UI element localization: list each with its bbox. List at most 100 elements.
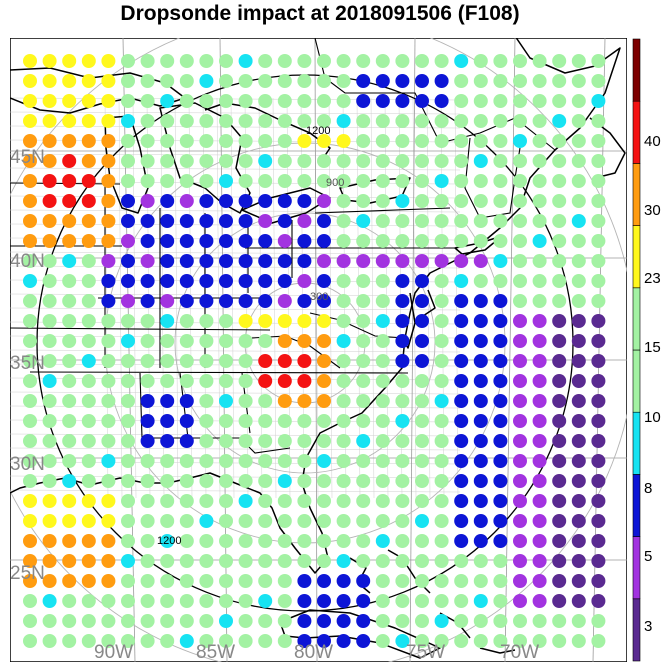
impact-dot <box>375 74 390 88</box>
colorbar-swatch <box>632 163 641 226</box>
impact-dot <box>101 614 116 628</box>
impact-dot <box>140 334 155 348</box>
impact-dot <box>493 214 508 228</box>
impact-dot <box>160 514 175 528</box>
impact-dot <box>513 314 527 328</box>
impact-dot <box>571 234 586 248</box>
impact-dot <box>434 314 449 328</box>
impact-dot <box>238 174 253 188</box>
impact-dot <box>121 294 135 308</box>
impact-dot <box>493 54 508 68</box>
impact-dot <box>23 514 37 528</box>
impact-dot <box>356 254 371 268</box>
impact-dot <box>434 294 449 308</box>
impact-dot <box>62 354 77 368</box>
impact-dot <box>473 94 488 108</box>
impact-dot <box>317 94 331 108</box>
impact-dot <box>434 634 449 648</box>
impact-dot <box>238 634 253 648</box>
impact-dot <box>160 174 175 188</box>
impact-dot <box>336 534 351 548</box>
impact-dot <box>101 374 116 388</box>
impact-dot <box>532 194 547 208</box>
impact-dot <box>238 534 253 548</box>
impact-dot <box>532 54 547 68</box>
impact-dot <box>317 154 331 168</box>
impact-dot <box>121 314 135 328</box>
impact-dot <box>238 74 253 88</box>
impact-dot <box>238 334 253 348</box>
impact-dot <box>571 594 586 608</box>
impact-dot <box>356 554 371 568</box>
impact-dot <box>356 434 371 448</box>
impact-dot <box>62 94 77 108</box>
impact-dot <box>415 414 429 428</box>
impact-dot <box>473 534 488 548</box>
impact-dot <box>513 234 527 248</box>
impact-dot <box>454 334 469 348</box>
impact-dot <box>199 234 214 248</box>
impact-dot <box>395 354 410 368</box>
impact-dot <box>160 634 175 648</box>
impact-dot <box>219 374 233 388</box>
impact-dot <box>179 554 194 568</box>
impact-dot <box>552 594 567 608</box>
impact-dot <box>532 534 547 548</box>
lat-label-35n: 35N <box>10 353 45 374</box>
impact-dot <box>552 234 567 248</box>
impact-dot <box>356 194 371 208</box>
impact-dot <box>42 314 57 328</box>
impact-dot <box>513 214 527 228</box>
impact-dot <box>454 134 469 148</box>
impact-dot <box>62 294 77 308</box>
impact-dot <box>454 634 469 648</box>
impact-dot <box>552 494 567 508</box>
impact-dot <box>121 494 135 508</box>
impact-dot <box>336 114 351 128</box>
impact-dot <box>81 194 96 208</box>
range-ring-labels: 1200 1200 900 300 <box>157 125 344 547</box>
impact-dot <box>140 294 155 308</box>
impact-dot <box>23 634 37 648</box>
impact-dot <box>277 514 292 528</box>
impact-dot <box>415 274 429 288</box>
impact-dot <box>356 274 371 288</box>
impact-dot <box>552 394 567 408</box>
impact-dot <box>591 214 606 228</box>
impact-dot <box>454 454 469 468</box>
impact-dot <box>395 274 410 288</box>
impact-dot <box>454 374 469 388</box>
impact-dot <box>121 274 135 288</box>
lon-label-80w: 80W <box>294 642 333 662</box>
impact-dot <box>238 134 253 148</box>
impact-dot <box>532 594 547 608</box>
impact-dot <box>219 634 233 648</box>
impact-dot <box>62 114 77 128</box>
impact-dot <box>160 134 175 148</box>
impact-dot <box>532 494 547 508</box>
impact-dot <box>591 114 606 128</box>
impact-dot <box>179 374 194 388</box>
impact-dot <box>552 294 567 308</box>
impact-dot <box>179 274 194 288</box>
impact-dot <box>513 434 527 448</box>
impact-dot <box>552 534 567 548</box>
impact-dot <box>317 494 331 508</box>
impact-dot <box>552 274 567 288</box>
impact-dot <box>434 454 449 468</box>
impact-dot <box>513 594 527 608</box>
impact-dot <box>591 554 606 568</box>
impact-dot <box>532 514 547 528</box>
impact-dot <box>42 514 57 528</box>
impact-dot <box>160 334 175 348</box>
impact-dot <box>591 134 606 148</box>
impact-dot <box>571 134 586 148</box>
impact-dot <box>297 54 312 68</box>
impact-dot <box>62 594 77 608</box>
impact-dot <box>513 174 527 188</box>
impact-dot <box>532 394 547 408</box>
impact-dot <box>199 214 214 228</box>
impact-dot <box>395 194 410 208</box>
impact-dot <box>238 494 253 508</box>
impact-dot <box>258 94 273 108</box>
